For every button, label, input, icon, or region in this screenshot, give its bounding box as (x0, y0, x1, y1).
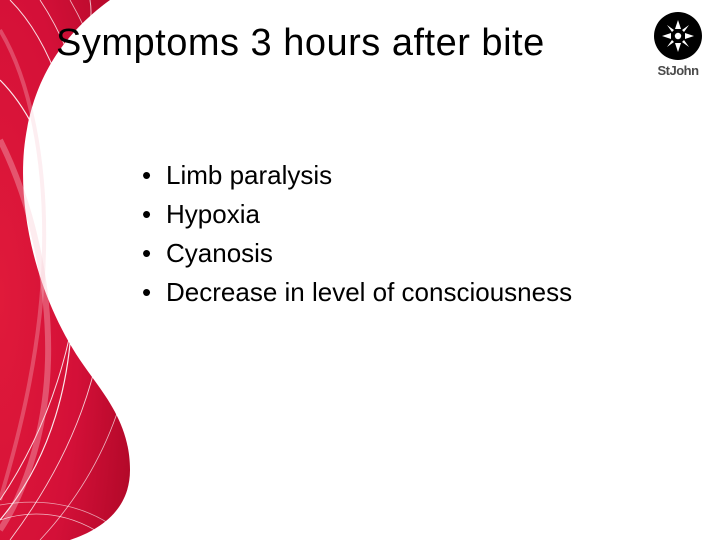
list-item: Cyanosis (142, 234, 572, 273)
stjohn-logo: StJohn (654, 12, 702, 78)
list-item: Limb paralysis (142, 156, 572, 195)
slide: Symptoms 3 hours after bite Limb paralys… (0, 0, 720, 540)
list-item: Hypoxia (142, 195, 572, 234)
list-item: Decrease in level of consciousness (142, 273, 572, 312)
logo-text: StJohn (657, 63, 698, 78)
bullet-list: Limb paralysis Hypoxia Cyanosis Decrease… (142, 156, 572, 312)
maltese-cross-icon (658, 16, 698, 56)
slide-title: Symptoms 3 hours after bite (56, 22, 545, 65)
logo-badge-icon (654, 12, 702, 60)
